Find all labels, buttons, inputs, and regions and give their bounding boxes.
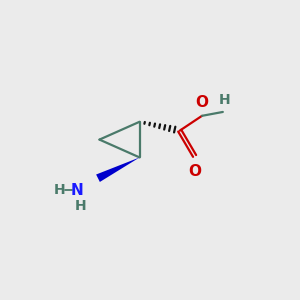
Text: H: H (75, 199, 87, 213)
Text: N: N (71, 183, 84, 198)
Polygon shape (96, 158, 140, 182)
Text: H: H (218, 93, 230, 106)
Text: O: O (188, 164, 201, 179)
Text: H: H (53, 183, 65, 197)
Text: O: O (196, 95, 208, 110)
